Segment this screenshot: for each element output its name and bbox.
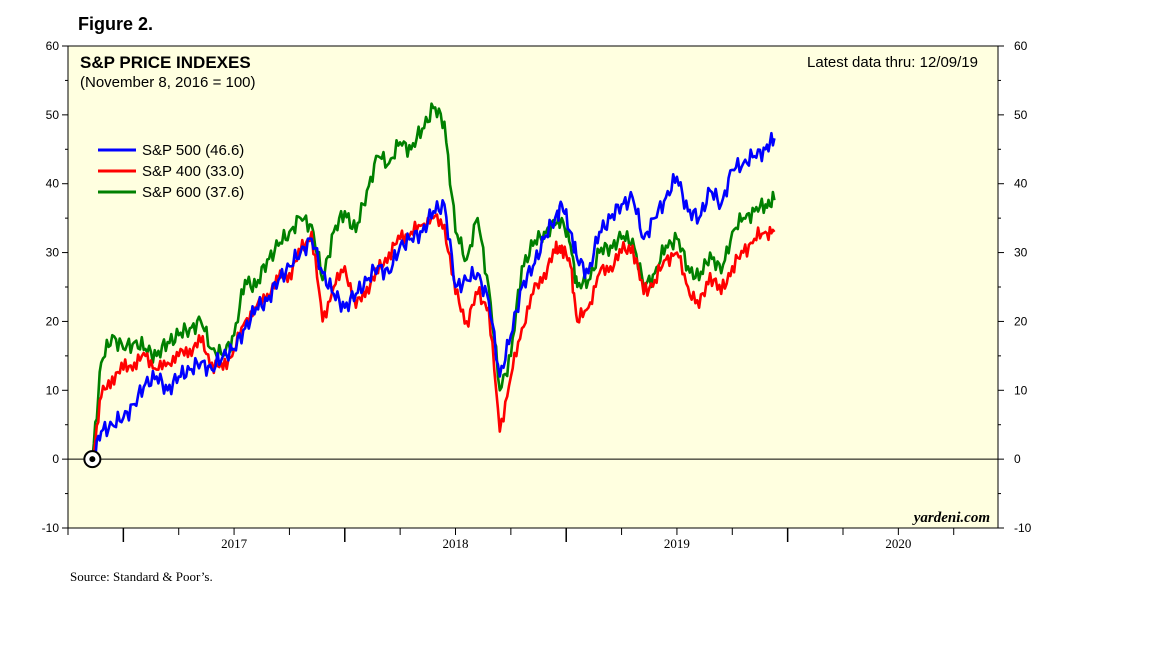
y-tick-label-right: -10	[1014, 521, 1032, 535]
y-tick-label-left: 40	[46, 177, 60, 191]
y-tick-label-left: 50	[46, 108, 60, 122]
y-tick-label-right: 40	[1014, 177, 1028, 191]
legend-label-sp500: S&P 500 (46.6)	[142, 142, 244, 159]
series-line-sp400	[91, 213, 776, 460]
y-tick-label-right: 20	[1014, 314, 1028, 328]
y-tick-label-left: 0	[52, 452, 59, 466]
series-group	[91, 102, 776, 460]
x-year-label: 2017	[221, 536, 248, 551]
origin-marker	[83, 450, 102, 469]
y-tick-label-right: 30	[1014, 246, 1028, 260]
x-year-label: 2020	[885, 536, 911, 551]
y-tick-label-left: 30	[46, 246, 60, 260]
y-tick-label-left: -10	[42, 521, 60, 535]
x-axis: 2017 2018 2019 2020	[67, 528, 955, 551]
series-line-sp600	[91, 102, 776, 460]
latest-data-note: Latest data thru: 12/09/19	[807, 54, 978, 71]
brand-watermark: yardeni.com	[912, 510, 990, 526]
x-year-label: 2018	[443, 536, 469, 551]
y-tick-label-left: 10	[46, 383, 60, 397]
y-tick-label-left: 20	[46, 314, 60, 328]
x-year-label: 2019	[664, 536, 690, 551]
series-line-sp500	[91, 131, 776, 460]
y-axis-left: -10 0 10 20 30 40 50 60	[42, 39, 68, 535]
y-tick-label-right: 50	[1014, 108, 1028, 122]
chart-subtitle: (November 8, 2016 = 100)	[80, 74, 256, 91]
y-tick-label-left: 60	[46, 39, 60, 53]
y-tick-label-right: 0	[1014, 452, 1021, 466]
origin-dot	[89, 456, 96, 463]
y-axis-right: -10 0 10 20 30 40 50 60	[998, 39, 1032, 535]
y-tick-label-right: 60	[1014, 39, 1028, 53]
legend-label-sp400: S&P 400 (33.0)	[142, 163, 244, 180]
y-tick-label-right: 10	[1014, 383, 1028, 397]
chart-title: S&P PRICE INDEXES	[80, 53, 251, 72]
legend: S&P 500 (46.6) S&P 400 (33.0) S&P 600 (3…	[98, 142, 244, 201]
source-note: Source: Standard & Poor’s.	[70, 569, 213, 584]
figure-label: Figure 2.	[78, 14, 154, 34]
legend-label-sp600: S&P 600 (37.6)	[142, 184, 244, 201]
